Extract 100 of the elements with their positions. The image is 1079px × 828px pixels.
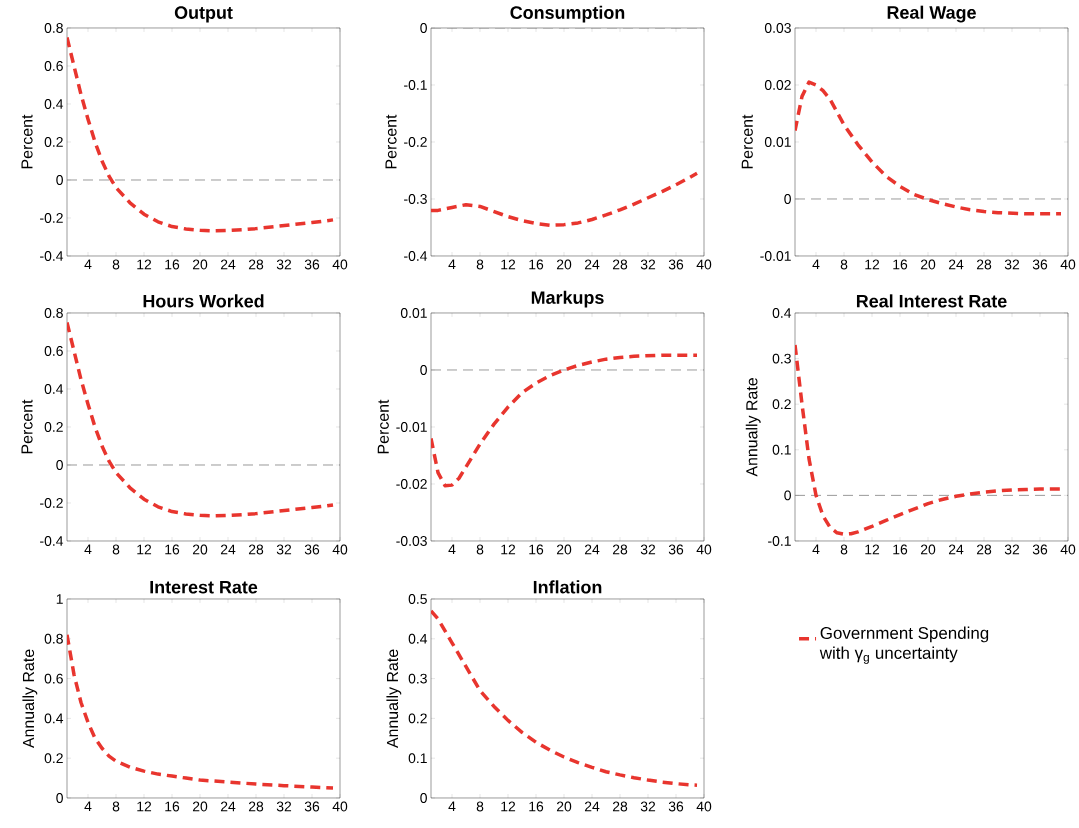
x-tick-label: 24 <box>948 259 964 270</box>
x-tick-label: 24 <box>220 259 236 270</box>
y-tick-label: 0 <box>420 365 427 375</box>
y-tick-label: 0.1 <box>772 444 791 455</box>
y-axis-title: Annually Rate <box>386 649 402 749</box>
x-tick-label: 8 <box>112 544 120 555</box>
x-tick-label: 20 <box>920 259 936 270</box>
x-tick-label: 12 <box>501 801 516 812</box>
y-axis-title: Percent <box>21 399 33 454</box>
y-tick-label: -0.2 <box>404 137 427 147</box>
x-tick-label: 12 <box>137 544 152 555</box>
x-tick-label: 24 <box>584 544 600 555</box>
y-axis-title: Percent <box>741 114 753 169</box>
x-tick-label: 20 <box>192 259 208 270</box>
y-tick-label: 0.01 <box>764 137 791 147</box>
x-tick-label: 16 <box>529 801 544 812</box>
x-tick-label: 28 <box>612 544 628 555</box>
y-tick-label: 0.6 <box>44 346 63 356</box>
x-tick-label: 16 <box>165 544 180 555</box>
x-tick-label: 28 <box>976 544 992 555</box>
y-tick-label: 0.4 <box>44 713 64 724</box>
x-tick-label: 24 <box>584 801 600 812</box>
x-tick-label: 32 <box>640 259 656 270</box>
chart-title: Real Wage <box>887 5 976 23</box>
y-tick-label: -0.4 <box>40 536 64 546</box>
x-tick-label: 12 <box>501 544 516 555</box>
y-tick-label: -0.01 <box>760 251 791 261</box>
x-tick-label: 28 <box>248 544 264 555</box>
y-tick-label: 0.8 <box>44 633 63 644</box>
x-tick-label: 4 <box>448 259 456 270</box>
y-tick-label: 0.6 <box>44 61 63 71</box>
x-tick-label: 4 <box>812 544 820 555</box>
x-tick-label: 20 <box>920 544 936 555</box>
y-axis-title: Annually Rate <box>745 378 761 477</box>
x-tick-label: 4 <box>448 801 456 812</box>
x-tick-label: 20 <box>556 259 572 270</box>
x-tick-label: 36 <box>304 259 320 270</box>
x-tick-label: 24 <box>220 801 236 812</box>
x-tick-label: 28 <box>612 259 628 270</box>
x-tick-label: 36 <box>668 801 684 812</box>
x-tick-label: 24 <box>948 544 964 555</box>
x-tick-label: 4 <box>84 544 92 555</box>
x-tick-label: 20 <box>192 801 208 812</box>
x-tick-label: 8 <box>476 259 484 270</box>
x-tick-label: 40 <box>332 544 348 555</box>
y-axis-title: Annually Rate <box>22 649 38 749</box>
y-tick-label: 0.2 <box>408 713 427 724</box>
x-tick-label: 12 <box>865 259 880 270</box>
x-tick-label: 28 <box>248 259 264 270</box>
y-tick-label: -0.02 <box>396 479 427 489</box>
x-tick-label: 32 <box>1004 544 1020 555</box>
x-tick-label: 36 <box>1032 259 1048 270</box>
y-axis-title: Percent <box>21 114 33 169</box>
y-tick-label: 0 <box>56 175 63 185</box>
chart-title: Consumption <box>510 5 625 23</box>
y-tick-label: 0 <box>56 793 63 803</box>
y-tick-label: -0.2 <box>40 213 63 223</box>
x-tick-label: 36 <box>304 801 320 812</box>
y-tick-label: 0.2 <box>44 137 63 147</box>
y-tick-label: 0 <box>784 490 791 501</box>
chart-title: Real Interest Rate <box>856 294 1007 308</box>
x-tick-label: 20 <box>556 801 572 812</box>
chart-title: Markups <box>531 290 604 308</box>
y-tick-label: -0.1 <box>404 80 427 90</box>
x-tick-label: 24 <box>584 259 600 270</box>
x-tick-label: 8 <box>476 544 484 555</box>
y-tick-label: 0.8 <box>44 23 63 33</box>
x-tick-label: 8 <box>840 259 848 270</box>
y-tick-label: 0 <box>420 793 427 803</box>
x-tick-label: 40 <box>696 259 712 270</box>
y-tick-label: 0.4 <box>772 308 792 318</box>
y-tick-label: 0.8 <box>44 308 63 318</box>
x-tick-label: 36 <box>668 259 684 270</box>
y-tick-label: 1 <box>56 594 63 604</box>
x-tick-label: 16 <box>529 544 544 555</box>
x-tick-label: 8 <box>112 259 120 270</box>
y-tick-label: 0 <box>56 460 63 470</box>
x-tick-label: 40 <box>1060 259 1076 270</box>
y-tick-label: 0.4 <box>44 99 64 109</box>
x-tick-label: 4 <box>812 259 820 270</box>
y-tick-label: 0 <box>784 194 791 204</box>
x-tick-label: 40 <box>1060 544 1076 555</box>
x-tick-label: 28 <box>248 801 264 812</box>
y-tick-label: -0.4 <box>404 251 428 261</box>
chart-title: Output <box>174 6 233 23</box>
x-tick-label: 4 <box>448 544 456 555</box>
y-tick-label: -0.3 <box>404 194 427 204</box>
x-tick-label: 12 <box>501 259 516 270</box>
y-tick-label: -0.1 <box>768 536 791 546</box>
x-tick-label: 12 <box>137 259 152 270</box>
y-tick-label: 0.2 <box>772 399 791 410</box>
x-tick-label: 32 <box>276 801 292 812</box>
x-tick-label: 32 <box>640 544 656 555</box>
y-tick-label: 0 <box>420 23 427 33</box>
x-tick-label: 4 <box>84 801 92 812</box>
x-tick-label: 32 <box>276 544 292 555</box>
y-tick-label: 0.2 <box>44 753 63 764</box>
x-tick-label: 32 <box>640 801 656 812</box>
y-tick-label: 0.6 <box>44 673 63 684</box>
y-tick-label: 0.4 <box>408 633 428 644</box>
